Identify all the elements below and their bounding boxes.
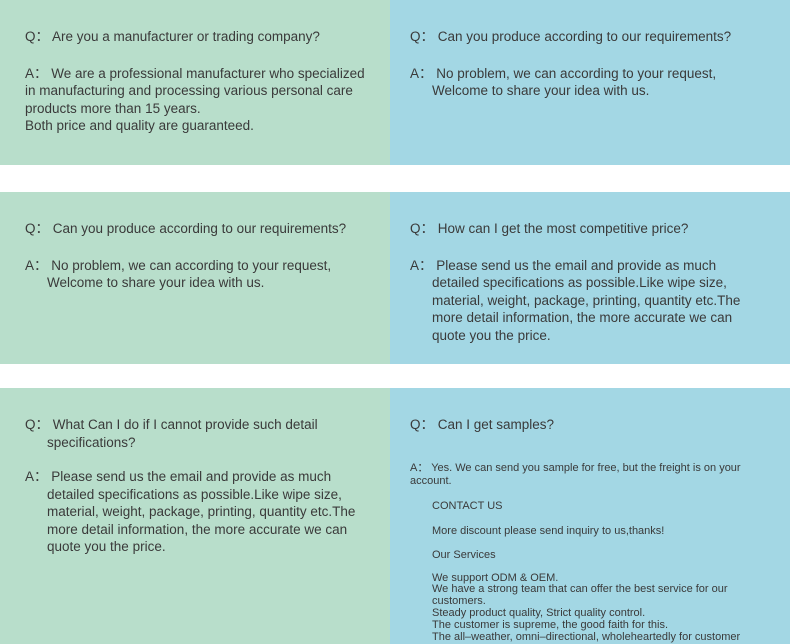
answer-block: A： No problem, we can according to your … bbox=[410, 65, 774, 100]
faq-panel-manufacturer: Q： Are you a manufacturer or trading com… bbox=[0, 0, 390, 165]
white-divider bbox=[0, 165, 790, 192]
services-line: We support ODM & OEM. bbox=[432, 571, 559, 584]
answer-line: detailed specifications as possible.Like… bbox=[432, 275, 727, 290]
answer-line: Welcome to share your idea with us. bbox=[432, 83, 650, 98]
answer-line: Welcome to share your idea with us. bbox=[47, 275, 265, 290]
answer-block: A： We are a professional manufacturer wh… bbox=[25, 65, 374, 135]
services-line: We have a strong team that can offer the… bbox=[432, 583, 728, 608]
services-list: We support ODM & OEM. We have a strong t… bbox=[410, 571, 774, 644]
question-line: Q： Are you a manufacturer or trading com… bbox=[25, 29, 320, 44]
white-divider bbox=[0, 364, 790, 388]
question-line: Q： Can I get samples? bbox=[410, 417, 555, 432]
faq-row-1: Q： Are you a manufacturer or trading com… bbox=[0, 0, 790, 165]
answer-line: more detail information, the more accura… bbox=[47, 521, 348, 537]
services-line: The all–weather, omni–directional, whole… bbox=[432, 631, 741, 644]
question-line: specifications? bbox=[47, 434, 136, 450]
question-line: Q： How can I get the most competitive pr… bbox=[410, 221, 689, 236]
faq-panel-produce-requirements-mid: Q： Can you produce according to our requ… bbox=[0, 192, 390, 364]
services-line: Steady product quality, Strict quality c… bbox=[432, 607, 646, 620]
faq-row-2: Q： Can you produce according to our requ… bbox=[0, 192, 790, 364]
question-line: Q： Can you produce according to our requ… bbox=[410, 29, 732, 44]
answer-line: A： Yes. We can send you sample for free,… bbox=[410, 461, 741, 487]
question-line: Q： Can you produce according to our requ… bbox=[25, 221, 347, 236]
answer-line: products more than 15 years. bbox=[25, 100, 201, 116]
our-services-heading: Our Services bbox=[432, 548, 496, 561]
answer-line: more detail information, the more accura… bbox=[432, 310, 733, 325]
answer-line: A： Please send us the email and provide … bbox=[410, 257, 717, 273]
answer-block: A： Please send us the email and provide … bbox=[25, 468, 374, 556]
faq-row-3: Q： What Can I do if I cannot provide suc… bbox=[0, 388, 790, 644]
answer-block: A： No problem, we can according to your … bbox=[25, 257, 374, 292]
discount-note: More discount please send inquiry to us,… bbox=[432, 524, 665, 537]
answer-line: Both price and quality are guaranteed. bbox=[25, 118, 254, 133]
faq-panel-no-detail-specs: Q： What Can I do if I cannot provide suc… bbox=[0, 388, 390, 644]
answer-line: in manufacturing and processing various … bbox=[25, 83, 353, 98]
services-line: The customer is supreme, the good faith … bbox=[432, 619, 669, 632]
answer-line: A： No problem, we can according to your … bbox=[410, 65, 717, 81]
answer-line: A： We are a professional manufacturer wh… bbox=[25, 65, 365, 81]
contact-us-heading: CONTACT US bbox=[432, 499, 503, 512]
answer-line: detailed specifications as possible.Like… bbox=[47, 486, 342, 502]
question-block: Q： What Can I do if I cannot provide suc… bbox=[25, 416, 374, 451]
question-line: Q： What Can I do if I cannot provide suc… bbox=[25, 417, 318, 432]
answer-line: A： No problem, we can according to your … bbox=[25, 257, 332, 273]
answer-block: A： Please send us the email and provide … bbox=[410, 257, 774, 345]
answer-line: material, weight, package, printing, qua… bbox=[47, 504, 356, 519]
answer-line: material, weight, package, printing, qua… bbox=[432, 292, 741, 308]
answer-line: quote you the price. bbox=[47, 539, 166, 554]
answer-line: A： Please send us the email and provide … bbox=[25, 469, 332, 484]
faq-panel-samples: Q： Can I get samples? A： Yes. We can sen… bbox=[390, 388, 790, 644]
faq-panel-competitive-price: Q： How can I get the most competitive pr… bbox=[390, 192, 790, 364]
faq-panel-produce-requirements-top: Q： Can you produce according to our requ… bbox=[390, 0, 790, 165]
answer-line: quote you the price. bbox=[432, 327, 551, 343]
